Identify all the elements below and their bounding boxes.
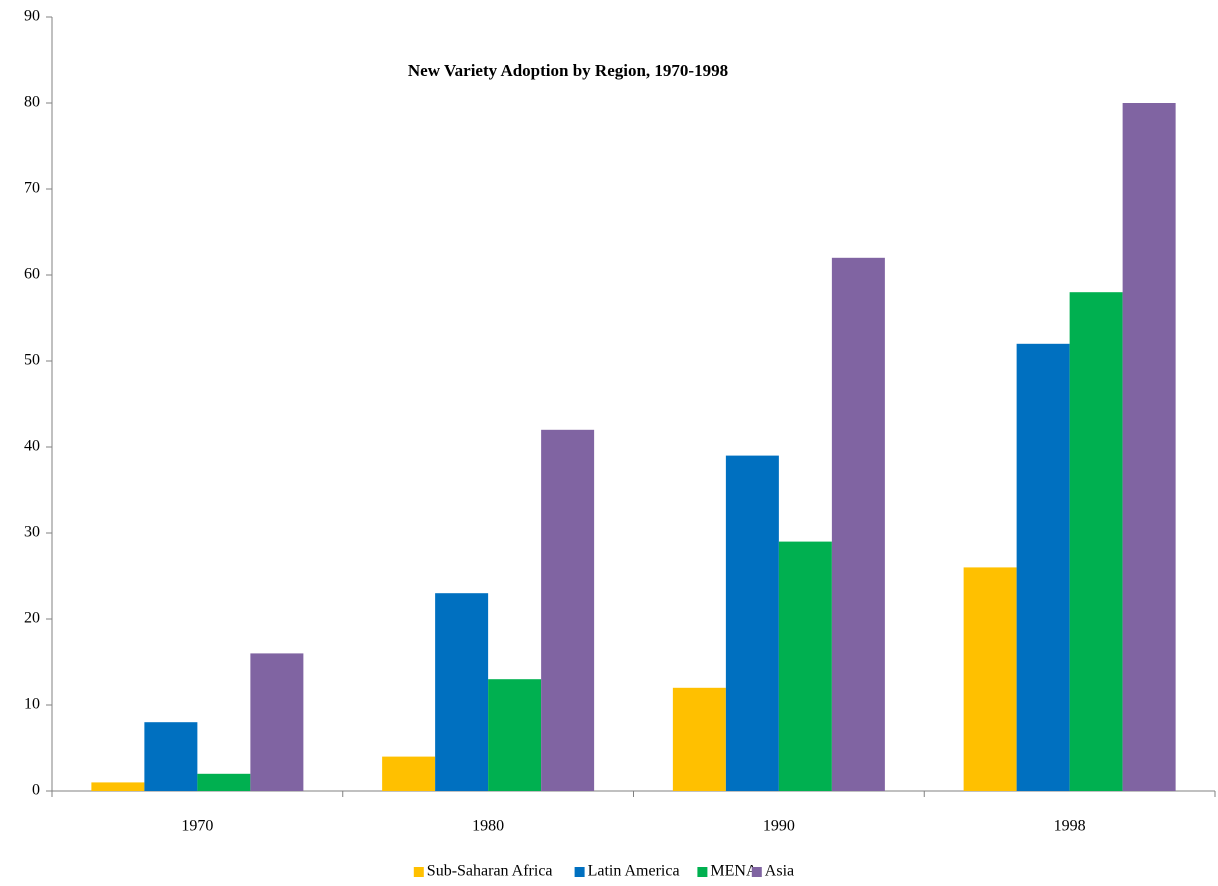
legend-label: Latin America [588,863,680,880]
bar [725,455,779,791]
bar [488,679,542,791]
x-tick-label: 1990 [763,818,795,835]
bar [382,756,436,791]
bar [778,541,832,791]
bar [1069,292,1123,791]
x-tick-label: 1998 [1054,818,1086,835]
legend-swatch [413,867,424,877]
bar [963,567,1017,791]
y-tick-label: 50 [24,352,40,369]
bar [250,653,304,791]
bar [91,782,145,791]
y-tick-label: 30 [24,524,40,541]
y-tick-label: 20 [24,610,40,627]
bar [1122,103,1176,791]
legend-label: Sub-Saharan Africa [427,863,553,880]
bar [1016,343,1070,791]
bar [435,593,489,791]
bar [197,773,251,791]
bar [831,257,885,791]
y-tick-label: 70 [24,180,40,197]
legend-swatch [751,867,762,877]
bar [541,429,595,791]
legend-label: MENA [710,863,758,880]
legend-swatch [697,867,708,877]
y-tick-label: 40 [24,438,40,455]
legend-swatch [574,867,585,877]
y-tick-label: 80 [24,94,40,111]
y-tick-label: 60 [24,266,40,283]
legend-label: Asia [765,863,794,880]
bar [672,687,726,791]
y-tick-label: 10 [24,696,40,713]
chart-title: New Variety Adoption by Region, 1970-199… [408,61,728,80]
x-tick-label: 1970 [181,818,213,835]
y-tick-label: 90 [24,8,40,25]
y-tick-label: 0 [32,782,40,799]
bar [144,722,198,791]
x-tick-label: 1980 [472,818,504,835]
